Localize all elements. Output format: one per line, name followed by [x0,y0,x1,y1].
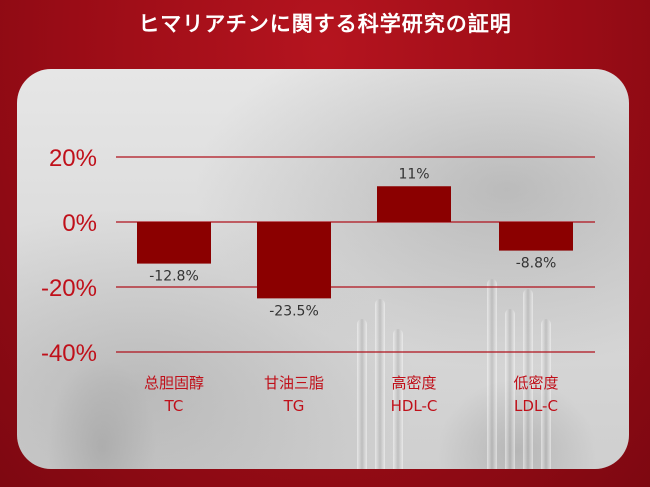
background-tube [375,299,385,469]
bar [137,222,211,264]
background-tube [357,319,367,469]
background-flask [437,379,597,469]
data-label: 11% [398,166,429,182]
background-flask [47,359,157,469]
background-tube [505,309,515,469]
background-tube [541,319,551,469]
bar [377,186,451,222]
y-tick-label: -40% [41,340,97,367]
page-title: ヒマリアチンに関する科学研究の証明 [138,12,512,36]
x-tick-label: 高密度 [391,374,436,392]
x-tick-label: 总胆固醇 [144,374,204,392]
x-tick-label: HDL-C [391,397,438,415]
data-label: -12.8% [149,269,199,285]
bar [257,222,331,299]
data-label: -8.8% [516,256,557,272]
y-tick-label: 0% [62,210,97,237]
y-tick-label: 20% [49,145,97,172]
background-tube [487,279,497,469]
x-tick-label: 甘油三脂 [264,374,324,392]
y-tick-label: -20% [41,275,97,302]
background-tube [523,289,533,469]
x-tick-label: 低密度 [513,374,558,392]
x-tick-label: LDL-C [514,397,558,415]
chart-panel [17,69,629,469]
data-label: -23.5% [269,303,319,319]
background-tube [393,329,403,469]
x-tick-label: TG [283,397,305,415]
bar [499,222,573,251]
x-tick-label: TC [164,397,184,415]
